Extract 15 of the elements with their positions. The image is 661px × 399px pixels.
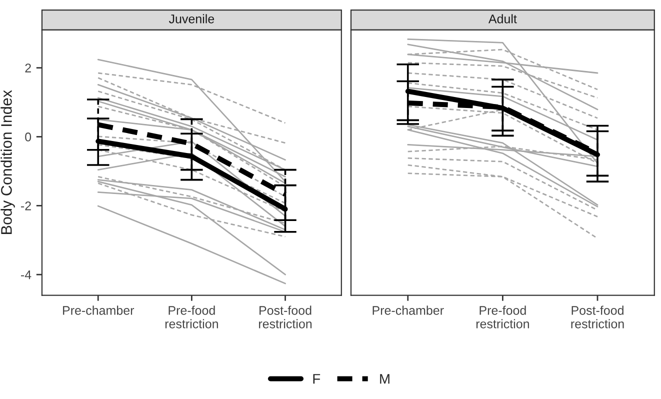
legend-label: F xyxy=(313,374,320,384)
x-tick-label: Pre-food restriction xyxy=(165,306,218,328)
x-tick-label: Post-food restriction xyxy=(571,306,624,328)
chart-title: Juvenile xyxy=(168,14,214,24)
x-tick-label: Pre-chamber xyxy=(372,306,444,315)
y-tick-label: -2 xyxy=(21,201,31,210)
y-tick-label: -4 xyxy=(21,270,32,280)
x-tick-label: Pre-food restriction xyxy=(476,306,529,328)
y-tick-label: 2 xyxy=(25,64,31,72)
x-tick-label: Pre-chamber xyxy=(63,306,134,315)
chart-title: Adult xyxy=(488,14,517,24)
legend-label: M xyxy=(380,374,390,384)
x-tick-label: Post-food restriction xyxy=(259,306,312,328)
y-axis-title: Body Condition Index xyxy=(0,90,15,234)
y-tick-label: 0 xyxy=(25,132,32,142)
